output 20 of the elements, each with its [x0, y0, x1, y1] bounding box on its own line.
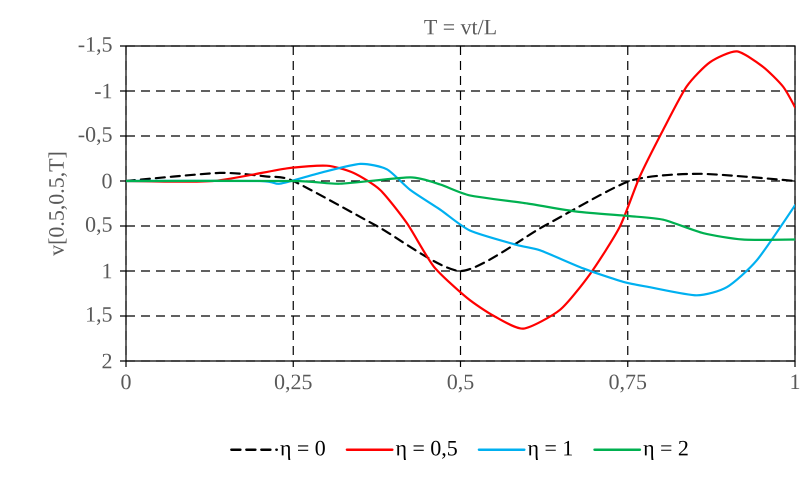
y-tick-label: 1 — [103, 264, 112, 278]
y-axis-title: v[0.5,0.5,T] — [48, 152, 67, 256]
x-tick-label: 0,5 — [448, 374, 474, 392]
y-tick-label: -0,5 — [78, 127, 112, 145]
chart-title: T = vt/L — [424, 20, 496, 35]
y-tick-label: -1 — [95, 84, 112, 98]
x-tick-label: 1 — [791, 374, 800, 389]
legend-label: η = 0,5 — [396, 440, 457, 460]
y-tick-label: 1,5 — [87, 307, 112, 325]
x-tick-label: 0,25 — [274, 374, 312, 392]
y-tick-label: 0,5 — [86, 217, 112, 235]
legend-label: η = 0 — [280, 440, 325, 460]
x-tick-label: 0,75 — [609, 374, 646, 392]
line-series — [126, 176, 796, 241]
y-tick-label: 2 — [102, 354, 112, 368]
legend-label: η = 1 — [528, 440, 572, 460]
y-tick-label: 0 — [102, 174, 112, 188]
legend-label: η = 2 — [643, 440, 688, 460]
x-tick-label: 0 — [121, 374, 131, 390]
y-tick-label: -1,5 — [78, 37, 112, 55]
